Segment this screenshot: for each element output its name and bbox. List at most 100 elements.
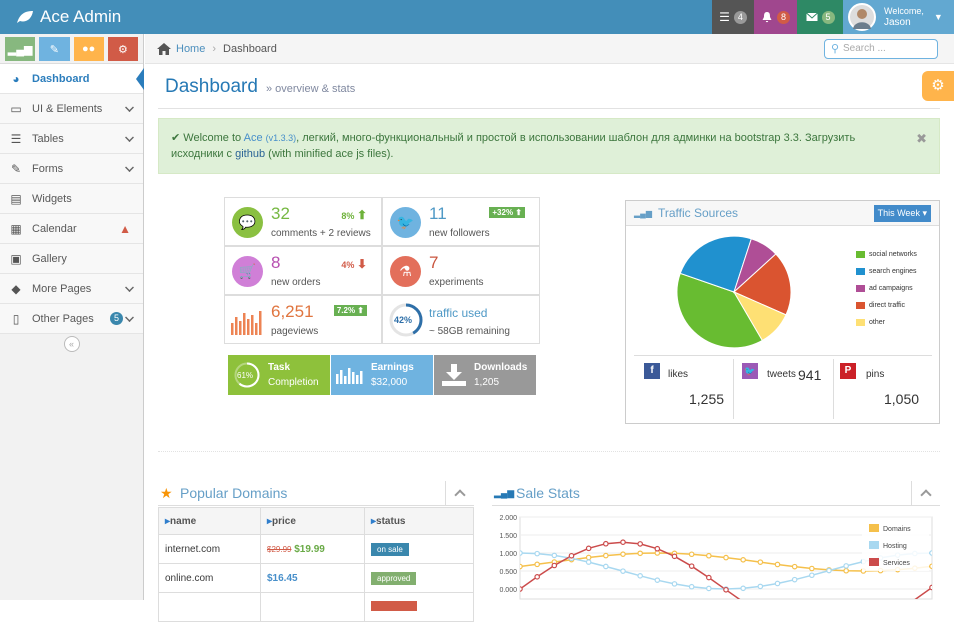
- user-name: Jason: [884, 17, 911, 28]
- collapse-divider: [445, 481, 446, 505]
- data-point: [826, 567, 832, 574]
- divider: [158, 108, 940, 109]
- table-row: online.com $16.45 approved: [158, 563, 474, 593]
- user-menu[interactable]: Welcome, Jason ▼: [843, 0, 954, 34]
- data-point: [620, 539, 626, 546]
- chevron-down-icon: [125, 163, 134, 172]
- legend-label: Domains: [883, 526, 911, 533]
- star-icon: ★: [160, 484, 173, 501]
- column-header[interactable]: ▸status: [364, 507, 474, 535]
- chevron-down-icon: [125, 133, 134, 142]
- legend-item: direct traffic: [856, 297, 917, 314]
- github-link[interactable]: github: [235, 148, 266, 160]
- data-point: [843, 563, 849, 569]
- column-header[interactable]: ▸name: [158, 507, 261, 535]
- domain-price: $16.45: [260, 563, 365, 593]
- data-point: [929, 550, 932, 556]
- sidebar-item-dashboard[interactable]: ◕ Dashboard: [0, 64, 144, 94]
- tag-icon: ◆: [11, 281, 21, 296]
- range-dropdown[interactable]: This Week ▾: [873, 205, 931, 222]
- caret-down-icon: ▼: [933, 12, 943, 22]
- infobox-orders: 🛒 8 new orders 4% ⬇: [224, 246, 382, 295]
- chevron-down-icon: [125, 283, 134, 292]
- infobox-badge: +32% ⬆: [489, 207, 525, 218]
- tasks-button[interactable]: ☰ 4: [712, 0, 754, 34]
- data-point: [688, 563, 695, 569]
- pie-slice-social-networks[interactable]: [676, 272, 764, 349]
- data-point: [620, 568, 626, 574]
- chevron-up-icon[interactable]: [454, 489, 466, 501]
- list-alt-icon: ▤: [10, 191, 22, 206]
- pie-slice-search-engines[interactable]: [679, 235, 752, 293]
- status-badge: approved: [371, 571, 417, 585]
- traffic-sources-widget: ▂▄▆ Traffic Sources This Week ▾ social n…: [625, 200, 940, 424]
- sidebar-item-ui-elements[interactable]: ▭ UI & Elements: [0, 94, 143, 124]
- sidebar-item-gallery[interactable]: ▣ Gallery: [0, 244, 143, 274]
- settings-toggle[interactable]: ⚙: [922, 71, 954, 101]
- legend-item: social networks: [856, 246, 917, 263]
- close-icon[interactable]: ✖: [916, 131, 927, 146]
- data-point: [520, 550, 523, 556]
- data-point: [809, 572, 815, 579]
- brand-logo[interactable]: Ace Admin: [16, 7, 121, 27]
- tasks-count: 4: [733, 10, 747, 24]
- check-icon: ✔: [171, 132, 181, 144]
- sidebar-item-calendar[interactable]: ▦ Calendar ▲: [0, 214, 143, 244]
- sidebar-item-other-pages[interactable]: ▯ Other Pages 5: [0, 304, 143, 334]
- shortcut-edit-button[interactable]: ✎: [39, 37, 70, 61]
- domains-table: ▸name ▸price ▸status internet.com $29.99…: [158, 507, 474, 622]
- sidebar-shortcuts: ▂▄▆ ✎ ●● ⚙: [0, 34, 143, 64]
- tile-task-completion[interactable]: 61% Task Completion: [228, 355, 330, 395]
- tile-title: Downloads: [474, 362, 528, 373]
- notifications-button[interactable]: 8: [754, 0, 797, 34]
- notifications-count: 8: [777, 10, 790, 24]
- data-point: [723, 554, 729, 561]
- tile-subtitle: $32,000: [371, 377, 408, 388]
- likes-label: likes: [668, 369, 689, 380]
- pie-slice-direct-traffic[interactable]: [733, 253, 792, 316]
- data-point: [534, 550, 540, 557]
- data-point: [843, 567, 849, 574]
- edit-icon: ✎: [10, 161, 22, 176]
- sidebar-item-label: Gallery: [32, 252, 67, 265]
- shortcut-users-button[interactable]: ●●: [73, 37, 104, 61]
- infobox-number: 7: [429, 253, 439, 272]
- column-header[interactable]: ▸price: [260, 507, 365, 535]
- pie-slice-other[interactable]: [732, 290, 787, 342]
- shortcut-settings-button[interactable]: ⚙: [107, 37, 138, 61]
- infobox-number: 6,251: [271, 302, 314, 321]
- data-point: [688, 551, 695, 558]
- domain-status: approved: [364, 563, 474, 593]
- download-icon: [442, 364, 466, 386]
- search-input[interactable]: Search ...: [824, 39, 938, 59]
- chevron-up-icon[interactable]: [920, 489, 932, 501]
- data-point: [585, 545, 592, 552]
- data-point: [929, 563, 932, 570]
- chevron-down-icon: [125, 313, 134, 322]
- sidebar-item-tables[interactable]: ☰ Tables: [0, 124, 143, 154]
- signal-icon: ▂▄▆: [634, 208, 652, 218]
- tile-earnings[interactable]: Earnings $32,000: [331, 355, 433, 395]
- data-point: [757, 559, 764, 565]
- pins-label: pins: [866, 369, 885, 380]
- flask-icon: ⚗: [390, 256, 421, 287]
- popular-domains-header: ★ Popular Domains: [158, 481, 474, 506]
- users-icon: ●●: [81, 43, 96, 55]
- sidebar-item-forms[interactable]: ✎ Forms: [0, 154, 143, 184]
- legend-swatch: [869, 524, 879, 532]
- arrow-down-icon: ⬇: [356, 257, 367, 271]
- sidebar: ▂▄▆ ✎ ●● ⚙ ◕ Dashboard ▭ UI & Elements ☰…: [0, 34, 144, 600]
- sidebar-item-widgets[interactable]: ▤ Widgets: [0, 184, 143, 214]
- sidebar-item-more-pages[interactable]: ◆ More Pages: [0, 274, 143, 304]
- tile-downloads[interactable]: Downloads 1,205: [434, 355, 536, 395]
- cogs-icon: ⚙: [117, 43, 128, 56]
- infobox-stat: 4% ⬇: [341, 257, 367, 271]
- legend-label: Hosting: [883, 543, 907, 550]
- breadcrumb-home-link[interactable]: Home: [176, 42, 206, 55]
- messages-button[interactable]: 5: [797, 0, 843, 34]
- shortcut-stats-button[interactable]: ▂▄▆: [5, 37, 36, 61]
- double-angle-left-icon[interactable]: «: [63, 336, 80, 352]
- pinterest-icon: P: [840, 363, 856, 379]
- desktop-icon: ▭: [10, 101, 22, 116]
- arrow-up-icon: ⬆: [357, 306, 364, 315]
